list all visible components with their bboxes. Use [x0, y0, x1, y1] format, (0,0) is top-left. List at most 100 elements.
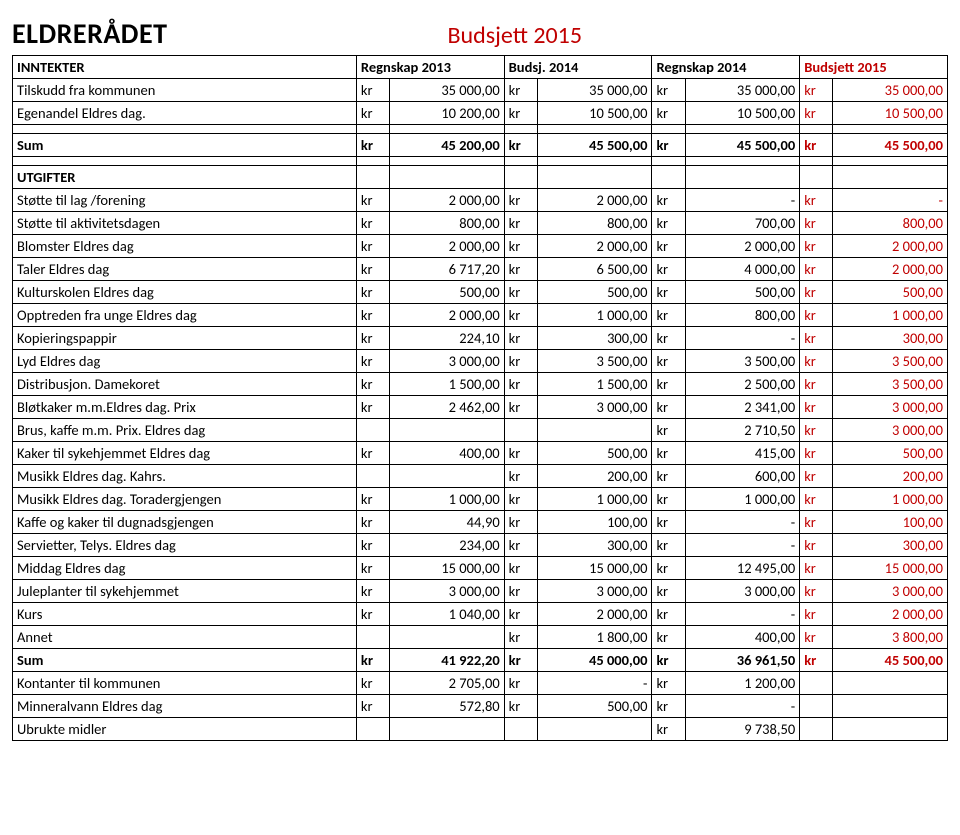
- currency-cell: kr: [504, 350, 537, 373]
- currency-cell: kr: [356, 511, 389, 534]
- currency-cell: kr: [504, 603, 537, 626]
- currency-cell: kr: [504, 189, 537, 212]
- currency-cell: kr: [800, 373, 833, 396]
- currency-cell: kr: [652, 79, 685, 102]
- currency-cell: kr: [800, 419, 833, 442]
- amount-cell: 41 922,20: [390, 649, 505, 672]
- amount-cell: 1 800,00: [537, 626, 652, 649]
- currency-cell: [504, 419, 537, 442]
- amount-cell: -: [685, 327, 800, 350]
- amount-cell: [833, 695, 948, 718]
- utgifter-label: UTGIFTER: [13, 166, 357, 189]
- amount-cell: 45 000,00: [537, 649, 652, 672]
- expense-row: Kopieringspappirkr224,10kr300,00kr-kr300…: [13, 327, 948, 350]
- amount-cell: 100,00: [833, 511, 948, 534]
- footer-row: Ubrukte midlerkr9 738,50: [13, 718, 948, 741]
- hdr-budsjett-2015: Budsjett 2015: [800, 56, 948, 79]
- expense-row: Opptreden fra unge Eldres dagkr2 000,00k…: [13, 304, 948, 327]
- amount-cell: 1 000,00: [537, 488, 652, 511]
- amount-cell: 500,00: [833, 442, 948, 465]
- currency-cell: kr: [356, 281, 389, 304]
- amount-cell: 3 800,00: [833, 626, 948, 649]
- amount-cell: 45 500,00: [833, 134, 948, 157]
- income-sum-row: Sumkr45 200,00kr45 500,00kr45 500,00kr45…: [13, 134, 948, 157]
- currency-cell: kr: [504, 534, 537, 557]
- currency-cell: [800, 695, 833, 718]
- amount-cell: -: [685, 189, 800, 212]
- currency-cell: kr: [800, 79, 833, 102]
- expense-row: Taler Eldres dagkr6 717,20kr6 500,00kr4 …: [13, 258, 948, 281]
- expense-row: Lyd Eldres dagkr3 000,00kr3 500,00kr3 50…: [13, 350, 948, 373]
- amount-cell: 2 705,00: [390, 672, 505, 695]
- currency-cell: kr: [652, 419, 685, 442]
- currency-cell: kr: [504, 511, 537, 534]
- amount-cell: 2 710,50: [685, 419, 800, 442]
- currency-cell: kr: [356, 672, 389, 695]
- amount-cell: 2 000,00: [833, 235, 948, 258]
- row-label: Juleplanter til sykehjemmet: [13, 580, 357, 603]
- currency-cell: kr: [504, 258, 537, 281]
- currency-cell: [504, 718, 537, 741]
- amount-cell: 45 500,00: [685, 134, 800, 157]
- amount-cell: 300,00: [833, 327, 948, 350]
- row-label: Annet: [13, 626, 357, 649]
- amount-cell: [537, 419, 652, 442]
- amount-cell: 800,00: [537, 212, 652, 235]
- amount-cell: 15 000,00: [390, 557, 505, 580]
- currency-cell: kr: [652, 649, 685, 672]
- currency-cell: kr: [356, 79, 389, 102]
- row-label: Støtte til lag /forening: [13, 189, 357, 212]
- currency-cell: [356, 626, 389, 649]
- amount-cell: 2 000,00: [685, 235, 800, 258]
- amount-cell: 3 000,00: [833, 419, 948, 442]
- currency-cell: kr: [504, 396, 537, 419]
- amount-cell: 200,00: [833, 465, 948, 488]
- amount-cell: 2 000,00: [537, 189, 652, 212]
- amount-cell: -: [685, 603, 800, 626]
- currency-cell: [356, 465, 389, 488]
- amount-cell: 35 000,00: [685, 79, 800, 102]
- amount-cell: 800,00: [685, 304, 800, 327]
- amount-cell: 1 200,00: [685, 672, 800, 695]
- row-label: Tilskudd fra kommunen: [13, 79, 357, 102]
- amount-cell: 500,00: [833, 281, 948, 304]
- amount-cell: 3 000,00: [685, 580, 800, 603]
- expense-sum-row: Sumkr41 922,20kr45 000,00kr36 961,50kr45…: [13, 649, 948, 672]
- amount-cell: [390, 465, 505, 488]
- currency-cell: kr: [652, 327, 685, 350]
- amount-cell: 3 000,00: [390, 580, 505, 603]
- row-label: Sum: [13, 649, 357, 672]
- amount-cell: 300,00: [537, 327, 652, 350]
- currency-cell: kr: [800, 235, 833, 258]
- amount-cell: 234,00: [390, 534, 505, 557]
- currency-cell: kr: [800, 258, 833, 281]
- amount-cell: 6 717,20: [390, 258, 505, 281]
- amount-cell: 3 000,00: [390, 350, 505, 373]
- amount-cell: 300,00: [537, 534, 652, 557]
- row-label: Egenandel Eldres dag.: [13, 102, 357, 125]
- row-label: Brus, kaffe m.m. Prix. Eldres dag: [13, 419, 357, 442]
- amount-cell: 2 462,00: [390, 396, 505, 419]
- currency-cell: kr: [800, 212, 833, 235]
- amount-cell: 600,00: [685, 465, 800, 488]
- expense-row: Kaker til sykehjemmet Eldres dagkr400,00…: [13, 442, 948, 465]
- amount-cell: 35 000,00: [833, 79, 948, 102]
- currency-cell: kr: [356, 212, 389, 235]
- amount-cell: 10 500,00: [685, 102, 800, 125]
- currency-cell: kr: [652, 281, 685, 304]
- amount-cell: 9 738,50: [685, 718, 800, 741]
- amount-cell: [537, 718, 652, 741]
- row-label: Distribusjon. Damekoret: [13, 373, 357, 396]
- row-label: Kontanter til kommunen: [13, 672, 357, 695]
- row-label: Servietter, Telys. Eldres dag: [13, 534, 357, 557]
- currency-cell: kr: [800, 134, 833, 157]
- currency-cell: kr: [504, 79, 537, 102]
- amount-cell: 44,90: [390, 511, 505, 534]
- amount-cell: 2 000,00: [537, 603, 652, 626]
- currency-cell: kr: [800, 281, 833, 304]
- amount-cell: 6 500,00: [537, 258, 652, 281]
- row-label: Kaker til sykehjemmet Eldres dag: [13, 442, 357, 465]
- currency-cell: kr: [652, 626, 685, 649]
- income-row: Egenandel Eldres dag.kr10 200,00kr10 500…: [13, 102, 948, 125]
- currency-cell: kr: [800, 327, 833, 350]
